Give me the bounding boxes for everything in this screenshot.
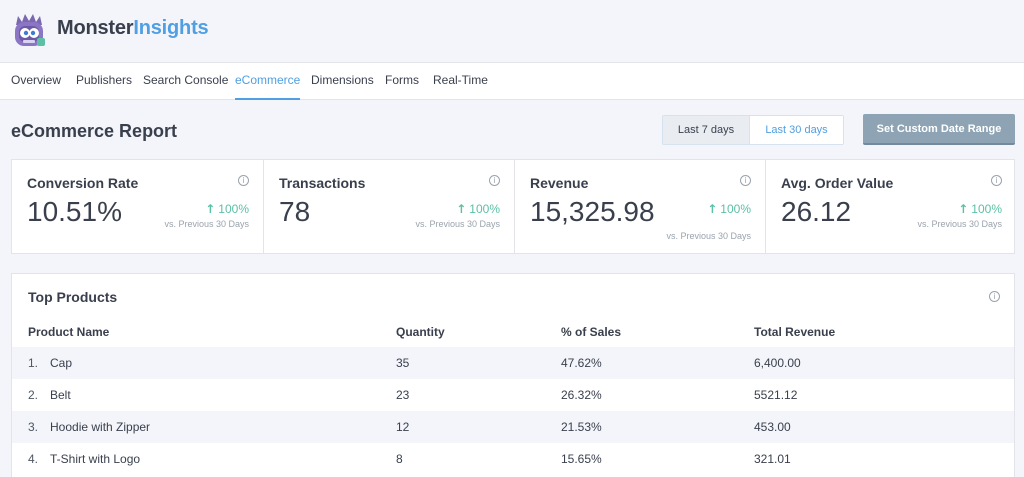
product-name: T-Shirt with Logo xyxy=(50,452,141,466)
last-7-days-button[interactable]: Last 7 days xyxy=(663,116,750,144)
kpi-panel: Conversion Rate i 10.51% ↑ 100% vs. Previ… xyxy=(11,159,1015,254)
kpi-change-value: 100% xyxy=(469,202,500,216)
tab-search-console[interactable]: Search Console xyxy=(143,73,229,87)
header-total-revenue: Total Revenue xyxy=(754,325,836,339)
arrow-up-icon: ↑ xyxy=(456,202,467,216)
product-revenue: 321.01 xyxy=(754,452,791,466)
kpi-value: 78 xyxy=(279,196,311,227)
header-product-name: Product Name xyxy=(28,325,110,339)
table-row: 1. Cap 35 47.62% 6,400.00 xyxy=(12,347,1014,379)
kpi-change-value: 100% xyxy=(218,202,249,216)
kpi-change-value: 100% xyxy=(971,202,1002,216)
product-quantity: 35 xyxy=(396,356,410,370)
product-pct-of-sales: 15.65% xyxy=(561,452,602,466)
product-name: Belt xyxy=(50,388,71,402)
row-number: 4. xyxy=(28,452,39,466)
kpi-compare: vs. Previous 30 Days xyxy=(917,219,1002,229)
kpi-avg-order-value: Avg. Order Value i 26.12 ↑ 100% vs. Previ… xyxy=(765,160,1016,253)
info-icon[interactable]: i xyxy=(238,175,249,186)
kpi-compare: vs. Previous 30 Days xyxy=(666,231,751,241)
tab-dimensions[interactable]: Dimensions xyxy=(311,73,374,87)
kpi-title: Revenue xyxy=(530,175,589,191)
product-pct-of-sales: 21.53% xyxy=(561,420,602,434)
page-title: eCommerce Report xyxy=(11,121,178,141)
tab-publishers[interactable]: Publishers xyxy=(76,73,133,87)
kpi-change: ↑ 100% xyxy=(958,202,1002,216)
top-products-title: Top Products xyxy=(28,289,118,305)
brand-part-insights: Insights xyxy=(133,17,209,39)
info-icon[interactable]: i xyxy=(489,175,500,186)
kpi-value: 26.12 xyxy=(781,196,852,227)
product-quantity: 12 xyxy=(396,420,410,434)
header-quantity: Quantity xyxy=(396,325,445,339)
table-row: 3. Hoodie with Zipper 12 21.53% 453.00 xyxy=(12,411,1014,443)
custom-date-range-button[interactable]: Set Custom Date Range xyxy=(863,114,1015,145)
info-icon[interactable]: i xyxy=(991,175,1002,186)
product-name: Hoodie with Zipper xyxy=(50,420,151,434)
row-number: 3. xyxy=(28,420,39,434)
kpi-title: Conversion Rate xyxy=(27,175,139,191)
kpi-change-value: 100% xyxy=(720,202,751,216)
date-range-toggle: Last 7 days Last 30 days xyxy=(662,115,844,145)
kpi-change: ↑ 100% xyxy=(205,202,249,216)
table-row: 4. T-Shirt with Logo 8 15.65% 321.01 xyxy=(12,443,1014,475)
table-row: 2. Belt 23 26.32% 5521.12 xyxy=(12,379,1014,411)
tab-forms[interactable]: Forms xyxy=(385,73,419,87)
kpi-conversion-rate: Conversion Rate i 10.51% ↑ 100% vs. Previ… xyxy=(12,160,263,253)
brand-name: MonsterInsights xyxy=(57,17,209,40)
kpi-change: ↑ 100% xyxy=(707,202,751,216)
arrow-up-icon: ↑ xyxy=(958,202,969,216)
report-tabs: Overview Publishers Search Console eComm… xyxy=(0,62,1024,100)
kpi-title: Transactions xyxy=(279,175,366,191)
monster-logo-icon[interactable] xyxy=(10,11,48,49)
top-products-panel: Top Products i Product Name Quantity % o… xyxy=(11,273,1015,477)
kpi-compare: vs. Previous 30 Days xyxy=(164,219,249,229)
tab-ecommerce[interactable]: eCommerce xyxy=(235,63,301,100)
header-pct-of-sales: % of Sales xyxy=(561,325,622,339)
tab-overview[interactable]: Overview xyxy=(11,73,62,87)
kpi-compare: vs. Previous 30 Days xyxy=(415,219,500,229)
kpi-value: 10.51% xyxy=(27,196,122,227)
brand-part-monster: Monster xyxy=(57,17,134,39)
kpi-transactions: Transactions i 78 ↑ 100% vs. Previous 30 … xyxy=(263,160,514,253)
product-pct-of-sales: 26.32% xyxy=(561,388,602,402)
row-number: 2. xyxy=(28,388,39,402)
kpi-value: 15,325.98 xyxy=(530,196,655,227)
product-revenue: 5521.12 xyxy=(754,388,798,402)
product-quantity: 8 xyxy=(396,452,403,466)
tab-real-time[interactable]: Real-Time xyxy=(433,73,488,87)
arrow-up-icon: ↑ xyxy=(205,202,216,216)
row-number: 1. xyxy=(28,356,39,370)
info-icon[interactable]: i xyxy=(740,175,751,186)
product-revenue: 453.00 xyxy=(754,420,791,434)
kpi-change: ↑ 100% xyxy=(456,202,500,216)
info-icon[interactable]: i xyxy=(989,291,1000,302)
arrow-up-icon: ↑ xyxy=(707,202,718,216)
last-30-days-button[interactable]: Last 30 days xyxy=(750,116,843,144)
top-bar: MonsterInsights xyxy=(0,0,1024,62)
product-quantity: 23 xyxy=(396,388,410,402)
product-name: Cap xyxy=(50,356,73,370)
kpi-title: Avg. Order Value xyxy=(781,175,894,191)
kpi-revenue: Revenue i 15,325.98 ↑ 100% vs. Previous 3… xyxy=(514,160,765,253)
product-revenue: 6,400.00 xyxy=(754,356,801,370)
product-pct-of-sales: 47.62% xyxy=(561,356,602,370)
